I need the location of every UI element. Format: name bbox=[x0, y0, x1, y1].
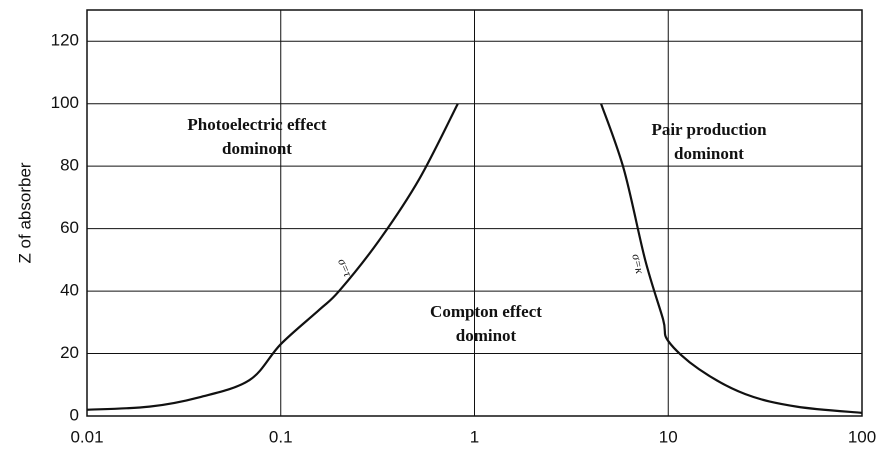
curve-label: σ=τ bbox=[335, 256, 355, 279]
y-axis-label: Z of absorber bbox=[15, 162, 34, 263]
y-tick-label: 60 bbox=[60, 218, 79, 237]
annotation: Pair production bbox=[651, 120, 767, 139]
y-tick-label: 80 bbox=[60, 156, 79, 175]
x-tick-label: 0.1 bbox=[269, 427, 293, 446]
annotation: Photoelectric effect bbox=[187, 115, 327, 134]
y-tick-label: 20 bbox=[60, 343, 79, 362]
annotation: dominont bbox=[222, 139, 292, 158]
y-tick-label: 0 bbox=[70, 405, 79, 424]
y-tick-label: 120 bbox=[51, 31, 79, 50]
curve bbox=[86, 103, 459, 411]
annotation: Compton effect bbox=[430, 302, 542, 321]
x-tick-label: 1 bbox=[470, 427, 479, 446]
x-tick-label: 10 bbox=[659, 427, 678, 446]
y-tick-label: 40 bbox=[60, 281, 79, 300]
x-tick-label: 0.01 bbox=[70, 427, 103, 446]
y-tick-label: 100 bbox=[51, 93, 79, 112]
annotation: dominot bbox=[456, 326, 517, 345]
x-tick-label: 100 bbox=[848, 427, 876, 446]
curve bbox=[600, 103, 863, 414]
annotation: dominont bbox=[674, 144, 744, 163]
curve-label: σ=κ bbox=[629, 253, 647, 275]
